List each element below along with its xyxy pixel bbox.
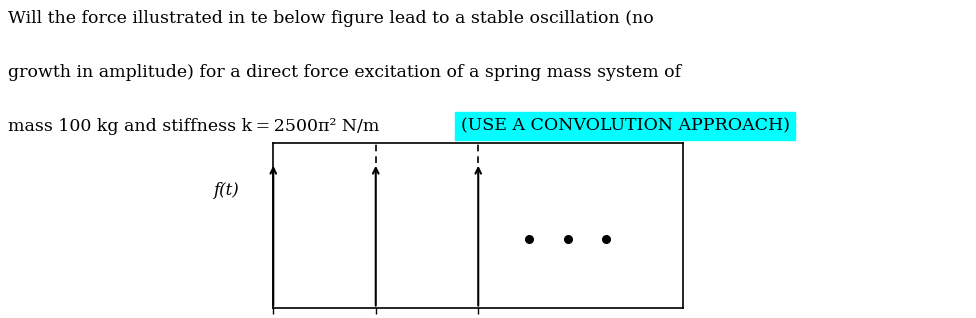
Text: f(t): f(t) <box>214 182 239 199</box>
Text: (USE A CONVOLUTION APPROACH): (USE A CONVOLUTION APPROACH) <box>461 118 790 135</box>
Text: growth in amplitude) for a direct force excitation of a spring mass system of: growth in amplitude) for a direct force … <box>8 64 681 80</box>
Text: Will the force illustrated in te below figure lead to a stable oscillation (no: Will the force illustrated in te below f… <box>8 10 654 26</box>
Text: mass 100 kg and stiffness k = 2500π² N/m: mass 100 kg and stiffness k = 2500π² N/m <box>8 118 385 135</box>
